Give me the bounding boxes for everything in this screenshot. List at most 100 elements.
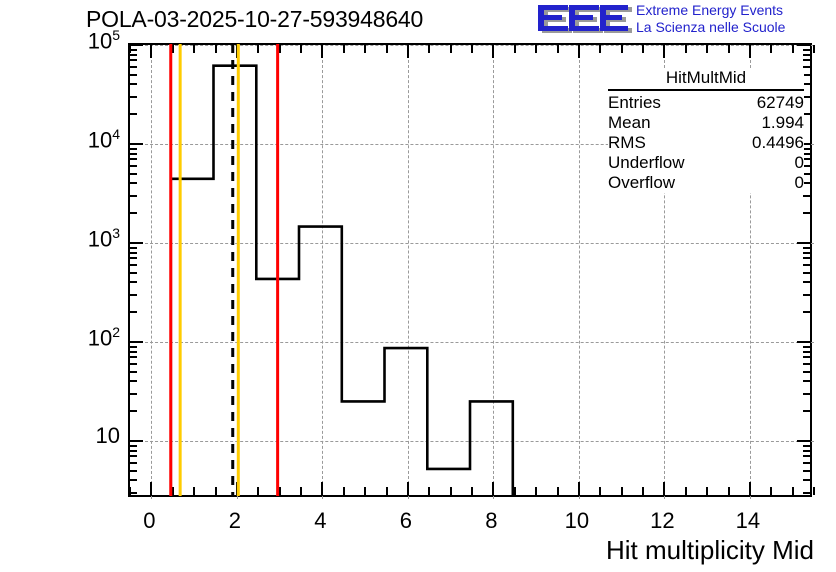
- axis-tick: [130, 444, 137, 447]
- axis-tick: [620, 487, 623, 495]
- grid-line-horizontal: [130, 342, 814, 344]
- stats-row-label: RMS: [608, 133, 646, 152]
- axis-tick: [130, 158, 137, 161]
- axis-tick: [620, 45, 623, 53]
- axis-tick: [797, 44, 810, 46]
- axis-tick: [642, 45, 644, 53]
- axis-tick: [129, 487, 131, 495]
- axis-tick: [513, 45, 516, 53]
- axis-tick: [130, 271, 137, 274]
- axis-tick: [130, 491, 137, 494]
- axis-tick: [130, 246, 137, 249]
- axis-tick: [130, 469, 137, 472]
- axis-tick: [364, 45, 367, 53]
- axis-tick: [803, 392, 810, 395]
- axis-tick: [171, 487, 174, 495]
- axis-tick: [130, 363, 137, 366]
- axis-tick: [797, 440, 810, 443]
- axis-tick: [278, 45, 281, 53]
- axis-tick: [813, 487, 815, 495]
- axis-tick: [130, 410, 137, 413]
- axis-tick: [130, 44, 143, 46]
- axis-tick: [214, 487, 217, 495]
- axis-tick: [803, 73, 810, 76]
- axis-tick: [492, 482, 495, 495]
- axis-tick: [130, 147, 137, 150]
- axis-tick: [130, 440, 143, 443]
- axis-tick: [803, 147, 810, 150]
- axis-tick: [556, 487, 559, 495]
- axis-tick: [130, 152, 137, 155]
- stats-row-label: Overflow: [608, 173, 676, 192]
- axis-tick: [130, 242, 143, 245]
- axis-tick: [385, 487, 388, 495]
- axis-tick: [130, 311, 137, 314]
- axis-tick: [599, 487, 602, 495]
- axis-tick: [803, 455, 810, 458]
- axis-tick: [130, 264, 137, 266]
- axis-tick: [803, 410, 810, 413]
- stats-row: RMS 0.4496: [608, 133, 804, 153]
- x-axis-tick-label: 6: [399, 508, 412, 533]
- axis-tick: [706, 487, 709, 495]
- axis-tick: [803, 462, 810, 465]
- axis-tick: [748, 45, 751, 58]
- axis-tick: [130, 455, 137, 458]
- x-axis-tick-label: 14: [735, 508, 761, 533]
- axis-tick: [803, 212, 810, 215]
- plot-frame: [128, 43, 815, 499]
- histogram-outline: [169, 64, 515, 497]
- grid-line-vertical: [493, 45, 495, 499]
- axis-tick: [150, 45, 153, 58]
- axis-tick: [130, 83, 137, 86]
- grid-line-horizontal: [130, 243, 814, 245]
- axis-tick: [727, 487, 730, 495]
- axis-tick: [130, 59, 137, 62]
- y-axis-tick-label: 103: [87, 225, 120, 252]
- x-axis-tick-label: 10: [564, 508, 590, 533]
- stats-row-value: 1.994: [761, 113, 804, 132]
- axis-tick: [803, 113, 810, 116]
- eee-logo-text: Extreme Energy Events La Scienza nelle S…: [636, 2, 785, 36]
- axis-tick: [803, 53, 810, 56]
- x-axis-tick-label: 4: [314, 508, 327, 533]
- axis-tick: [803, 491, 810, 494]
- axis-tick: [342, 45, 345, 53]
- axis-tick: [803, 293, 810, 296]
- grid-line-vertical: [151, 45, 153, 499]
- axis-tick: [535, 45, 538, 53]
- stats-row-value: 0.4496: [752, 133, 804, 152]
- grid-line-vertical: [407, 45, 409, 499]
- axis-tick: [130, 212, 137, 215]
- stats-row-value: 0: [794, 153, 804, 172]
- axis-tick: [803, 311, 810, 314]
- axis-tick: [130, 194, 137, 197]
- grid-line-horizontal: [130, 144, 814, 146]
- axis-tick: [257, 45, 260, 53]
- y-axis-tick-label: 105: [87, 27, 120, 54]
- axis-tick: [300, 45, 302, 53]
- axis-tick: [193, 487, 196, 495]
- grid-line-vertical: [578, 45, 580, 499]
- axis-tick: [449, 487, 452, 495]
- axis-tick: [130, 341, 143, 344]
- axis-tick: [406, 45, 409, 58]
- stats-row-value: 62749: [756, 93, 804, 112]
- axis-tick: [803, 48, 810, 51]
- axis-tick: [257, 487, 260, 495]
- axis-tick: [492, 45, 495, 58]
- axis-tick: [748, 482, 751, 495]
- axis-tick: [803, 95, 810, 98]
- axis-tick: [130, 356, 137, 359]
- axis-tick: [130, 164, 137, 167]
- stats-row: Entries 62749: [608, 93, 804, 113]
- x-axis-tick-label: 2: [228, 508, 241, 533]
- stats-row-label: Mean: [608, 113, 651, 132]
- axis-tick: [803, 469, 810, 472]
- axis-tick: [471, 487, 473, 495]
- x-axis-title: Hit multiplicity Mid: [605, 535, 814, 565]
- axis-tick: [300, 487, 302, 495]
- axis-tick: [130, 479, 137, 482]
- x-axis-tick-label: 0: [143, 508, 156, 533]
